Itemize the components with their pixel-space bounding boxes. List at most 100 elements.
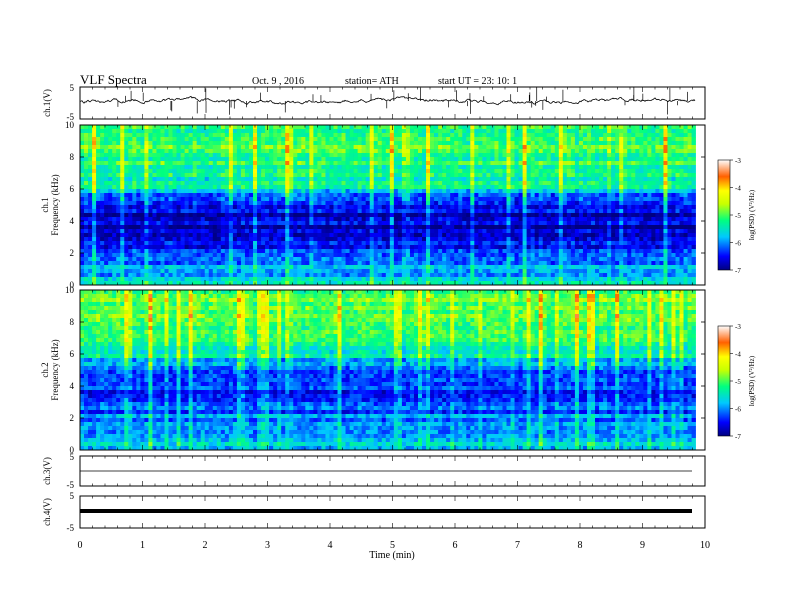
spectrogram-cell bbox=[244, 241, 250, 246]
spectrogram-cell bbox=[325, 225, 330, 230]
spectrogram-cell bbox=[542, 165, 548, 170]
spectrogram-cell bbox=[691, 181, 696, 186]
spectrogram-cell bbox=[502, 129, 507, 134]
spectrogram-cell bbox=[405, 133, 411, 138]
spectrogram-cell bbox=[309, 165, 314, 170]
spectrogram-cell bbox=[144, 249, 149, 254]
spectrogram-cell bbox=[168, 213, 173, 218]
spectrogram-cell bbox=[550, 125, 556, 130]
spectrogram-cell bbox=[176, 165, 181, 170]
spectrogram-cell bbox=[96, 149, 101, 154]
spectrogram-cell bbox=[474, 241, 479, 246]
spectrogram-cell bbox=[244, 145, 250, 150]
spectrogram-cell bbox=[289, 233, 294, 238]
spectrogram-cell bbox=[393, 245, 399, 250]
spectrogram-cell bbox=[599, 237, 604, 242]
spectrogram-cell bbox=[635, 137, 640, 142]
spectrogram-cell bbox=[309, 141, 314, 146]
spectrogram-cell bbox=[659, 213, 664, 218]
spectrogram-cell bbox=[554, 133, 560, 138]
spectrogram-cell bbox=[265, 169, 270, 174]
spectrogram-cell bbox=[132, 173, 137, 178]
spectrogram-cell bbox=[168, 157, 173, 162]
spectrogram-cell bbox=[385, 221, 391, 226]
spectrogram-cell bbox=[216, 229, 222, 234]
spectrogram-cell bbox=[526, 181, 531, 186]
spectrogram-cell bbox=[663, 133, 668, 138]
spectrogram-cell bbox=[124, 129, 129, 134]
spectrogram-cell bbox=[683, 149, 688, 154]
spectrogram-cell bbox=[269, 245, 274, 250]
spectrogram-cell bbox=[116, 157, 121, 162]
spectrogram-cell bbox=[333, 213, 338, 218]
spectrogram-cell bbox=[244, 205, 250, 210]
spectrogram-cell bbox=[655, 129, 660, 134]
spectrogram-cell bbox=[120, 177, 125, 182]
spectrogram-cell bbox=[152, 133, 157, 138]
spectrogram-cell bbox=[651, 169, 656, 174]
spectrogram-cell bbox=[683, 141, 688, 146]
spectrogram-cell bbox=[228, 153, 234, 158]
spectrogram-cell bbox=[353, 217, 358, 222]
spectrogram-cell bbox=[675, 149, 680, 154]
spectrogram-cell bbox=[349, 173, 354, 178]
spectrogram-cell bbox=[353, 205, 358, 210]
spectrogram-cell bbox=[578, 177, 584, 182]
spectrogram-cell bbox=[603, 205, 608, 210]
spectrogram-cell bbox=[691, 153, 696, 158]
spectrogram-cell bbox=[417, 125, 423, 130]
spectrogram-cell bbox=[417, 181, 423, 186]
spectrogram-cell bbox=[550, 173, 556, 178]
spectrogram-cell bbox=[466, 133, 471, 138]
spectrogram-cell bbox=[554, 193, 560, 198]
spectrogram-cell bbox=[607, 169, 612, 174]
spectrogram-cell bbox=[244, 221, 250, 226]
spectrogram-cell bbox=[96, 129, 101, 134]
spectrogram-cell bbox=[373, 205, 379, 210]
spectrogram-cell bbox=[603, 161, 608, 166]
spectrogram-cell bbox=[438, 209, 443, 214]
spectrogram-cell bbox=[112, 165, 117, 170]
spectrogram-cell bbox=[546, 181, 552, 186]
spectrogram-cell bbox=[498, 181, 503, 186]
spectrogram-cell bbox=[261, 217, 266, 222]
spectrogram-cell bbox=[108, 161, 113, 166]
spectrogram-cell bbox=[192, 165, 197, 170]
spectrogram-cell bbox=[687, 157, 692, 162]
spectrogram-cell bbox=[534, 137, 539, 142]
spectrogram-cell bbox=[393, 217, 399, 222]
spectrogram-cell bbox=[526, 137, 531, 142]
spectrogram-cell bbox=[100, 125, 105, 130]
spectrogram-cell bbox=[603, 209, 608, 214]
spectrogram-cell bbox=[574, 157, 580, 162]
spectrogram-cell bbox=[381, 173, 387, 178]
spectrogram-cell bbox=[570, 149, 576, 154]
spectrogram-cell bbox=[160, 153, 165, 158]
spectrogram-cell bbox=[337, 173, 342, 178]
spectrogram-cell bbox=[92, 157, 97, 162]
spectrogram-cell bbox=[458, 205, 463, 210]
spectrogram-cell bbox=[104, 253, 109, 258]
spectrogram-cell bbox=[534, 165, 539, 170]
spectrogram-cell bbox=[482, 149, 487, 154]
spectrogram-cell bbox=[562, 177, 568, 182]
spectrogram-cell bbox=[574, 133, 580, 138]
spectrogram-cell bbox=[124, 177, 129, 182]
spectrogram-cell bbox=[550, 141, 556, 146]
spectrogram-cell bbox=[466, 129, 471, 134]
spectrogram-cell bbox=[691, 149, 696, 154]
spectrogram-cell bbox=[108, 169, 113, 174]
spectrogram-cell bbox=[486, 125, 491, 130]
spectrogram-cell bbox=[112, 213, 117, 218]
spectrogram-cell bbox=[506, 173, 511, 178]
spectrogram-cell bbox=[265, 141, 270, 146]
spectrogram-cell bbox=[289, 205, 294, 210]
spectrogram-cell bbox=[329, 229, 334, 234]
spectrogram-cell bbox=[224, 229, 230, 234]
spectrogram-cell bbox=[253, 197, 258, 202]
spectrogram-cell bbox=[196, 141, 202, 146]
spectrogram-cell bbox=[172, 201, 177, 206]
spectrogram-cell bbox=[253, 157, 258, 162]
spectrogram-cell bbox=[84, 221, 89, 226]
spectrogram-cell bbox=[325, 189, 330, 194]
